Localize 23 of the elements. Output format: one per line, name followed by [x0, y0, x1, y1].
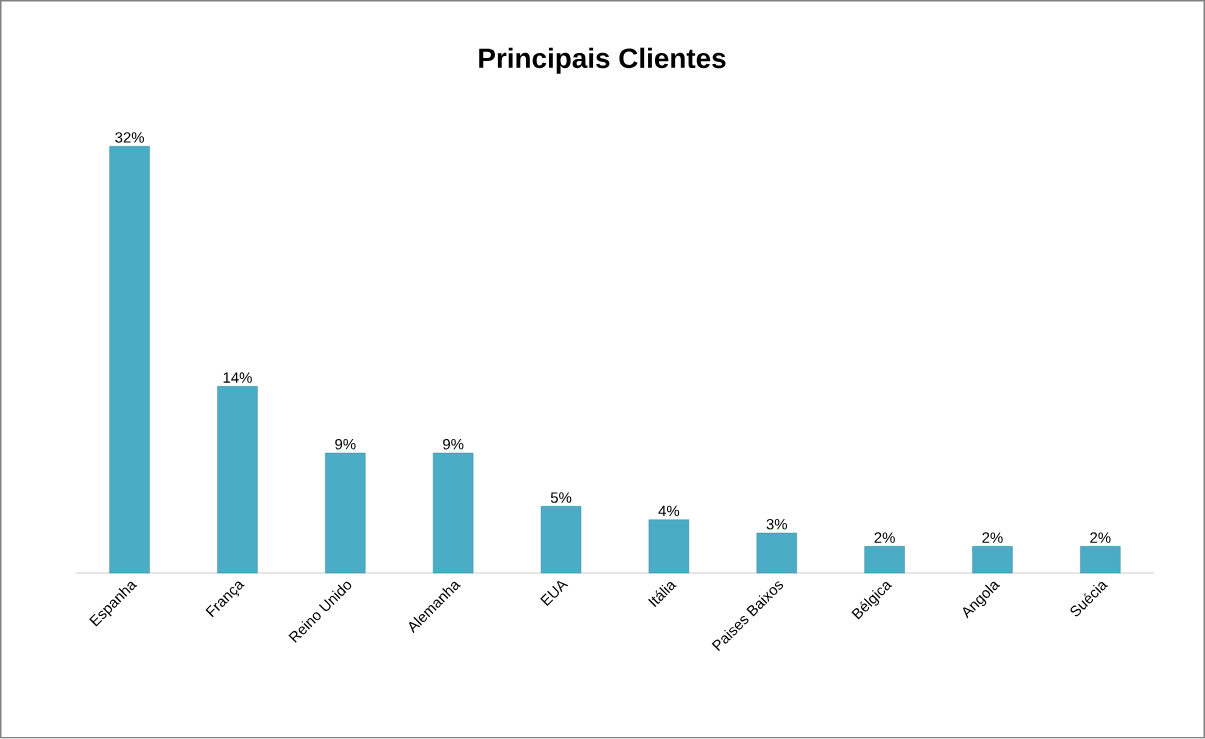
bar	[109, 146, 150, 574]
data-label: 32%	[115, 132, 144, 143]
data-label: 9%	[335, 439, 356, 450]
data-label: 2%	[1090, 532, 1111, 544]
data-label: 4%	[658, 505, 680, 517]
bar	[972, 546, 1013, 574]
data-label: 14%	[223, 372, 252, 384]
data-label: 3%	[766, 519, 787, 530]
data-label: 5%	[550, 492, 572, 504]
bar	[864, 546, 905, 574]
bar	[217, 386, 258, 574]
data-label: 9%	[443, 439, 464, 450]
chart-title: Principais Clientes	[479, 47, 726, 74]
bar	[433, 453, 474, 574]
data-label: 2%	[982, 532, 1003, 544]
x-tick-label: EUA	[540, 581, 569, 607]
bar	[540, 506, 582, 574]
x-tick-label: Itália	[648, 582, 677, 608]
bar	[648, 519, 690, 574]
bar	[325, 453, 366, 574]
data-label: 2%	[874, 532, 895, 544]
bar	[756, 533, 797, 574]
bar	[1080, 546, 1121, 574]
